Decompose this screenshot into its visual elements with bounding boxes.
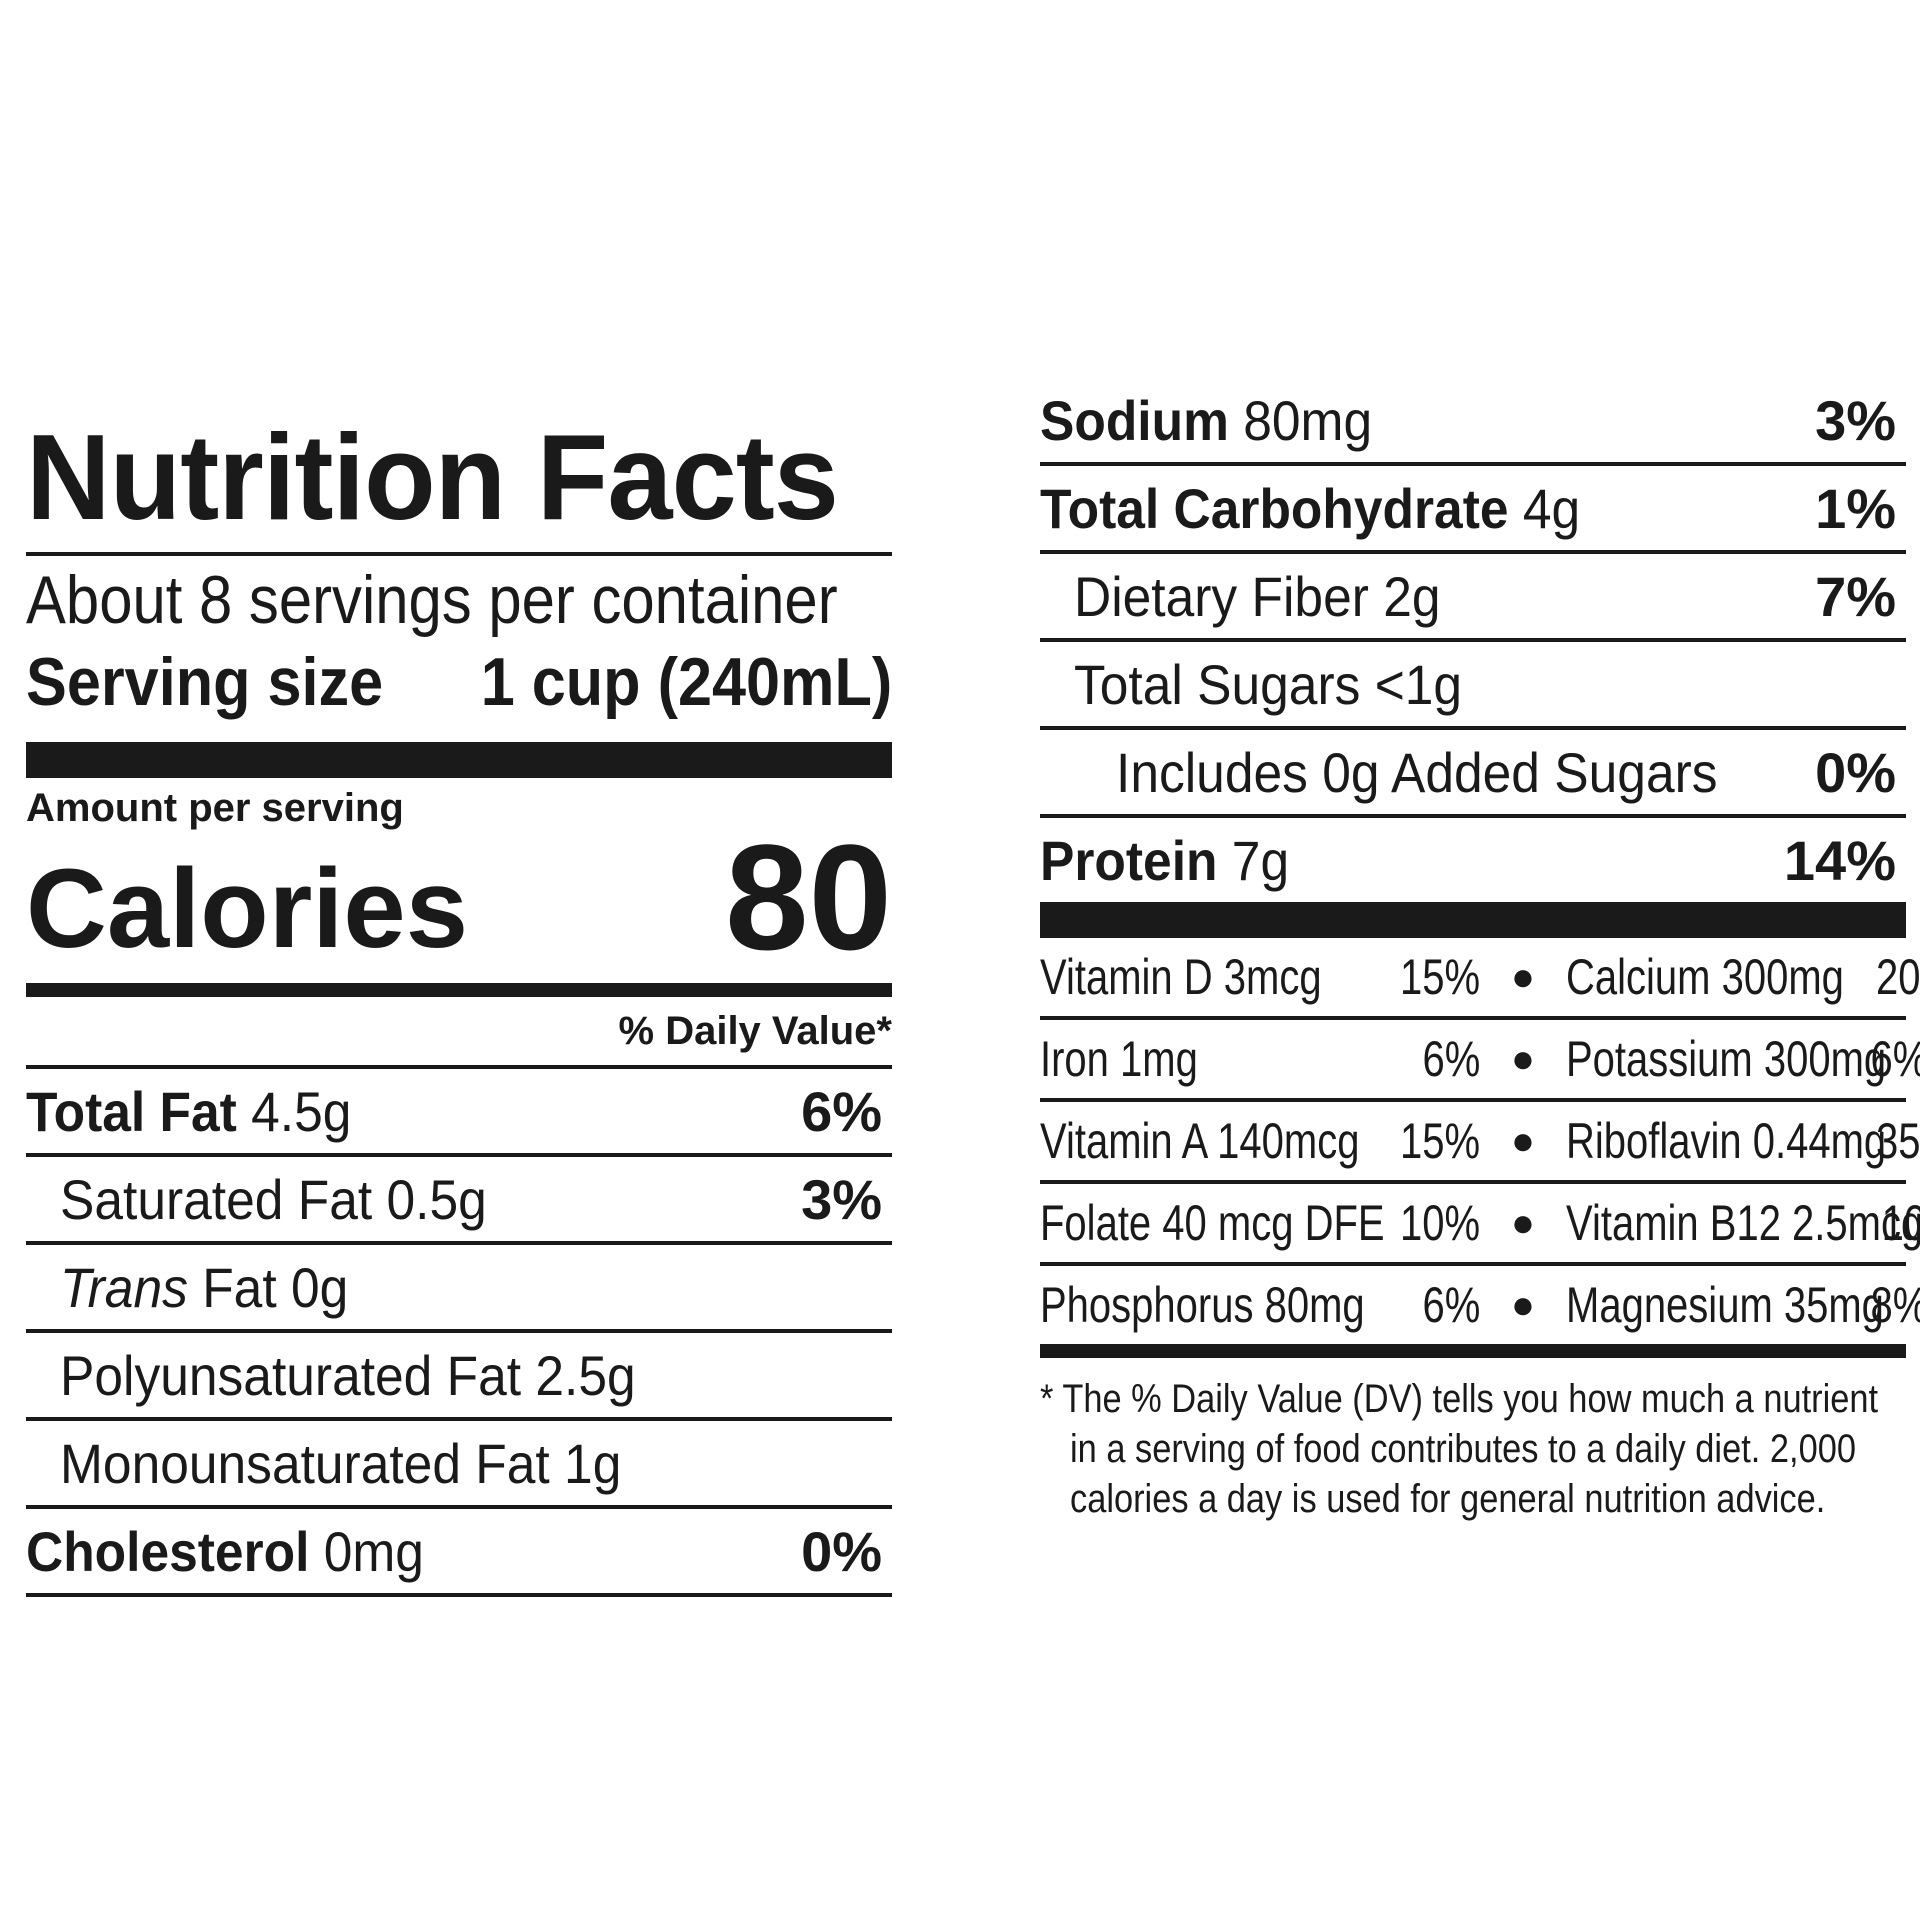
- calories-row: Calories 80: [26, 813, 892, 983]
- serving-size-row: Serving size 1 cup (240mL): [26, 648, 892, 742]
- nutrient-amount: 0mg: [323, 1519, 424, 1583]
- vitamin-dv: 100%: [1881, 1195, 1920, 1251]
- nutrient-row-cholesterol: Cholesterol 0mg 0%: [26, 1509, 892, 1597]
- vitamin-dv: 15%: [1399, 1113, 1480, 1169]
- nutrient-bold-label: Sodium: [1040, 388, 1229, 452]
- daily-value-footnote: * The % Daily Value (DV) tells you how m…: [1040, 1358, 1906, 1524]
- vitamin-dv: 6%: [1422, 1031, 1480, 1087]
- nutrient-amount: 80mg: [1243, 388, 1373, 452]
- bullet-icon: ●: [1510, 954, 1536, 999]
- nutrient-row-sodium: Sodium 80mg 3%: [1040, 378, 1906, 466]
- vitamin-dv: 15%: [1399, 949, 1480, 1005]
- nutrient-dv: 3%: [801, 1167, 882, 1231]
- nutrient-bold-label: Protein: [1040, 828, 1218, 892]
- bullet-icon: ●: [1510, 1118, 1536, 1163]
- nutrient-row-trans-fat: Trans Fat 0g: [26, 1245, 892, 1333]
- vitamin-name: Riboflavin 0.44mg: [1566, 1113, 1887, 1169]
- nutrient-dv: 0%: [801, 1519, 882, 1583]
- vitamin-dv: 20%: [1876, 949, 1920, 1005]
- nutrient-row-added-sugars: Includes 0g Added Sugars 0%: [1040, 730, 1906, 818]
- vitamin-name: Vitamin B12 2.5mcg: [1566, 1195, 1920, 1251]
- nutrient-row-total-sugars: Total Sugars <1g: [1040, 642, 1906, 730]
- vitamin-dv: 35%: [1876, 1113, 1920, 1169]
- nutrient-dv: 6%: [801, 1079, 882, 1143]
- vitamin-dv: 8%: [1870, 1277, 1920, 1333]
- nutrient-name: Dietary Fiber 2g: [1074, 564, 1441, 628]
- serving-size-label: Serving size: [26, 644, 384, 720]
- vitamin-dv: 6%: [1422, 1277, 1480, 1333]
- footnote-line: in a serving of food contributes to a da…: [1070, 1427, 1856, 1471]
- nutrient-row-dietary-fiber: Dietary Fiber 2g 7%: [1040, 554, 1906, 642]
- vitamin-dv: 10%: [1399, 1195, 1480, 1251]
- nutrient-amount: 4.5g: [251, 1079, 352, 1143]
- nutrient-row-protein: Protein 7g 14%: [1040, 818, 1906, 902]
- medium-divider: [26, 983, 892, 997]
- nutrient-name: Fat 0g: [202, 1255, 349, 1319]
- bullet-icon: ●: [1510, 1282, 1536, 1327]
- nutrition-facts-right-panel: Sodium 80mg 3% Total Carbohydrate 4g 1% …: [1040, 378, 1920, 1524]
- nutrient-row-saturated-fat: Saturated Fat 0.5g 3%: [26, 1157, 892, 1245]
- nutrient-bold-label: Cholesterol: [26, 1519, 310, 1583]
- vitamin-row: Phosphorus 80mg 6% ● Magnesium 35mg 8%: [1040, 1266, 1920, 1344]
- vitamin-dv: 6%: [1870, 1031, 1920, 1087]
- vitamin-name: Vitamin A 140mcg: [1040, 1113, 1360, 1169]
- nutrient-bold-label: Total Fat: [26, 1079, 237, 1143]
- medium-divider: [1040, 1344, 1906, 1358]
- nutrient-dv: 3%: [1815, 388, 1896, 452]
- bullet-icon: ●: [1510, 1200, 1536, 1245]
- nutrient-row-total-fat: Total Fat 4.5g 6%: [26, 1069, 892, 1157]
- nutrient-amount: 4g: [1522, 476, 1581, 540]
- nutrient-amount: 7g: [1231, 828, 1290, 892]
- vitamin-row: Vitamin D 3mcg 15% ● Calcium 300mg 20%: [1040, 938, 1920, 1020]
- vitamin-row: Folate 40 mcg DFE 10% ● Vitamin B12 2.5m…: [1040, 1184, 1920, 1266]
- vitamin-name: Folate 40 mcg DFE: [1040, 1195, 1385, 1251]
- vitamin-name: Potassium 300mg: [1566, 1031, 1887, 1087]
- thick-divider: [1040, 902, 1906, 938]
- daily-value-header: % Daily Value*: [618, 1009, 892, 1053]
- nutrient-dv: 0%: [1815, 740, 1896, 804]
- nutrition-facts-left-panel: Nutrition Facts About 8 servings per con…: [26, 408, 892, 1597]
- nutrient-row-monounsaturated-fat: Monounsaturated Fat 1g: [26, 1421, 892, 1509]
- serving-size-value: 1 cup (240mL): [480, 644, 892, 720]
- nutrient-dv: 7%: [1815, 564, 1896, 628]
- nutrient-dv: 14%: [1783, 828, 1896, 892]
- vitamin-name: Magnesium 35mg: [1566, 1277, 1884, 1333]
- vitamin-row: Iron 1mg 6% ● Potassium 300mg 6%: [1040, 1020, 1920, 1102]
- vitamin-name: Phosphorus 80mg: [1040, 1277, 1365, 1333]
- footnote-line: * The % Daily Value (DV) tells you how m…: [1040, 1377, 1879, 1421]
- thick-divider: [26, 742, 892, 778]
- nutrient-bold-label: Total Carbohydrate: [1040, 476, 1509, 540]
- nutrient-name: Monounsaturated Fat 1g: [60, 1431, 622, 1495]
- amount-per-serving: Amount per serving: [26, 786, 404, 830]
- vitamin-name: Iron 1mg: [1040, 1031, 1198, 1087]
- calories-label: Calories: [26, 846, 468, 971]
- nutrient-name: Polyunsaturated Fat 2.5g: [60, 1343, 636, 1407]
- vitamin-name: Vitamin D 3mcg: [1040, 949, 1322, 1005]
- nutrient-name: Saturated Fat 0.5g: [60, 1167, 487, 1231]
- vitamin-name: Calcium 300mg: [1566, 949, 1844, 1005]
- nutrition-facts-title: Nutrition Facts: [26, 409, 839, 545]
- nutrient-row-polyunsaturated-fat: Polyunsaturated Fat 2.5g: [26, 1333, 892, 1421]
- divider: [26, 1065, 892, 1069]
- nutrient-name: Total Sugars <1g: [1074, 652, 1463, 716]
- calories-value: 80: [725, 813, 892, 981]
- vitamin-row: Vitamin A 140mcg 15% ● Riboflavin 0.44mg…: [1040, 1102, 1920, 1184]
- nutrient-dv: 1%: [1815, 476, 1896, 540]
- servings-per-container: About 8 servings per container: [26, 562, 838, 638]
- nutrient-name: Includes 0g Added Sugars: [1116, 740, 1718, 804]
- nutrient-row-total-carbohydrate: Total Carbohydrate 4g 1%: [1040, 466, 1906, 554]
- footnote-line: calories a day is used for general nutri…: [1070, 1477, 1826, 1521]
- nutrient-italic-label: Trans: [60, 1255, 188, 1319]
- divider: [26, 552, 892, 556]
- bullet-icon: ●: [1510, 1036, 1536, 1081]
